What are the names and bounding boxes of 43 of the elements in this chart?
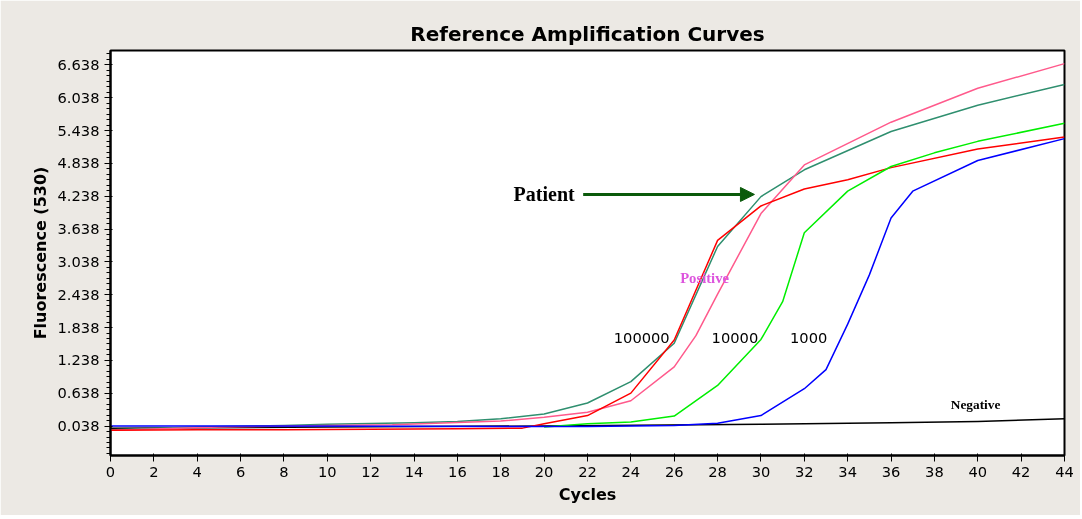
y-tick-label: 0.638 [57, 384, 100, 402]
y-tick-label: 0.038 [57, 417, 100, 435]
x-tick-label: 22 [578, 462, 597, 480]
y-tick-label: 4.838 [57, 154, 100, 172]
x-tick-label: 40 [968, 462, 988, 480]
y-tick-label: 6.038 [57, 88, 100, 106]
x-tick-label: 28 [708, 462, 727, 480]
x-axis-title: Cycles [558, 484, 617, 504]
x-tick-label: 42 [1011, 462, 1031, 480]
x-tick-label: 44 [1055, 462, 1074, 480]
x-tick-label: 24 [621, 462, 641, 480]
y-tick-label: 5.438 [57, 121, 100, 139]
annotation: 100000 [613, 328, 670, 346]
x-tick-label: 14 [404, 462, 424, 480]
x-tick-label: 34 [838, 462, 858, 480]
annotation: 10000 [711, 328, 759, 346]
x-tick-label: 38 [925, 462, 944, 480]
x-tick-label: 12 [361, 462, 381, 480]
y-tick-label: 1.838 [57, 318, 100, 336]
y-tick-label: 3.038 [57, 252, 100, 270]
x-tick-label: 36 [881, 462, 901, 480]
x-tick-label: 16 [448, 462, 467, 480]
x-tick-label: 30 [751, 462, 771, 480]
y-tick-label: 2.438 [57, 285, 100, 303]
x-tick-label: 10 [317, 462, 337, 480]
x-tick-label: 20 [534, 462, 554, 480]
x-tick-label: 6 [235, 462, 246, 480]
chart-title: Reference Amplification Curves [410, 21, 765, 46]
y-tick-label: 1.238 [57, 351, 100, 369]
x-tick-label: 0 [105, 462, 116, 480]
x-tick-label: 2 [149, 462, 159, 480]
annotation: Patient [513, 183, 576, 206]
annotation: Negative [950, 397, 1001, 413]
y-tick-label: 4.238 [57, 187, 100, 205]
x-tick-label: 18 [491, 462, 511, 480]
y-tick-label: 6.638 [57, 55, 100, 73]
y-tick-label: 3.638 [57, 220, 100, 238]
annotation: 1000 [790, 328, 828, 346]
x-tick-label: 32 [794, 462, 814, 480]
x-tick-label: 8 [279, 462, 289, 480]
x-tick-label: 4 [192, 462, 202, 480]
x-tick-label: 26 [664, 462, 684, 480]
y-axis-title: Fluorescence (530) [30, 166, 50, 340]
